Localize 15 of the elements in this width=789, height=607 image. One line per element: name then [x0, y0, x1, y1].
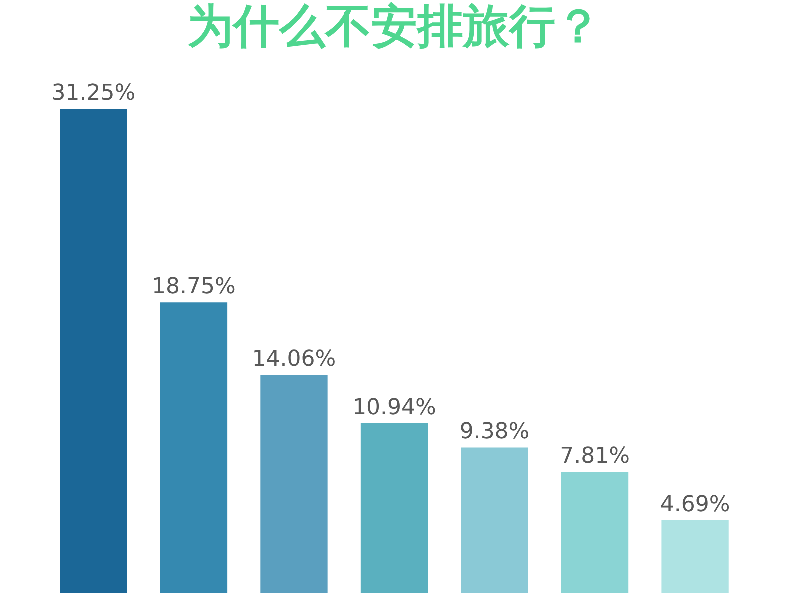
data-label: 18.75% — [152, 274, 236, 300]
data-label: 4.69% — [660, 492, 730, 518]
chart-title: 为什么不安排旅行？ — [188, 0, 602, 53]
data-label: 31.25% — [52, 81, 136, 106]
bar — [561, 472, 629, 593]
bar — [662, 520, 729, 593]
bar — [461, 448, 528, 593]
data-label: 14.06% — [252, 347, 336, 372]
data-label: 10.94% — [352, 396, 436, 421]
bar — [260, 375, 328, 593]
data-label: 7.81% — [560, 444, 630, 470]
bar — [160, 302, 228, 593]
bar — [60, 109, 128, 593]
data-label: 9.38% — [460, 420, 530, 445]
bar — [360, 424, 428, 593]
